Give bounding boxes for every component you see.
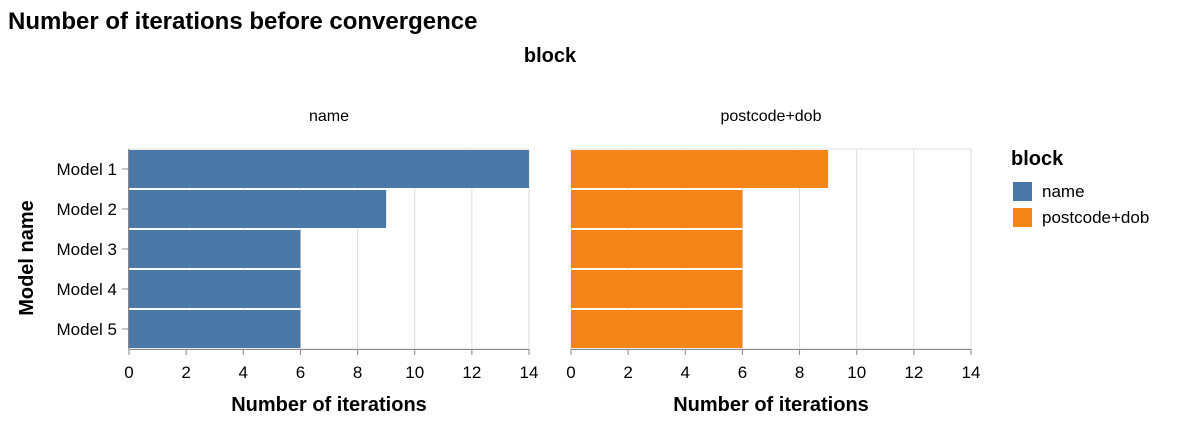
x-tick-label: 10 (405, 363, 424, 382)
chart-title: Number of iterations before convergence (8, 8, 477, 35)
x-tick-label: 12 (462, 363, 481, 382)
legend-label: postcode+dob (1042, 208, 1149, 227)
bar (571, 230, 743, 268)
x-tick-label: 8 (795, 363, 804, 382)
facet-label: postcode+dob (721, 108, 822, 125)
y-tick-label: Model 3 (57, 240, 117, 259)
facet-panels: name 0 2 4 6 8 10 12 14 Number of iterations Model… (57, 108, 981, 416)
bar (129, 270, 301, 308)
facet-label: name (309, 108, 349, 125)
x-tick-label: 8 (353, 363, 362, 382)
x-tick-label: 2 (181, 363, 190, 382)
bar (129, 230, 301, 268)
x-tick-label: 14 (962, 363, 981, 382)
x-tick-label: 0 (566, 363, 575, 382)
bar (571, 190, 743, 228)
legend: block name postcode+dob (1011, 148, 1149, 227)
x-tick-label: 6 (296, 363, 305, 382)
legend-swatch (1013, 208, 1032, 227)
x-axis-title: Number of iterations (231, 394, 427, 416)
facet-panel-1: postcode+dob 0 2 4 6 8 10 12 14 Number of iterati… (566, 108, 980, 416)
y-tick-label: Model 1 (57, 160, 117, 179)
x-axis-title: Number of iterations (673, 394, 869, 416)
bar (129, 310, 301, 348)
y-axis-title: Model name (16, 200, 38, 316)
legend-label: name (1042, 182, 1085, 201)
x-tick-label: 12 (904, 363, 923, 382)
x-tick-label: 14 (520, 363, 539, 382)
x-tick-label: 2 (623, 363, 632, 382)
y-tick-label: Model 2 (57, 200, 117, 219)
x-tick-label: 6 (738, 363, 747, 382)
y-tick-label: Model 5 (57, 320, 117, 339)
bar (571, 310, 743, 348)
bar (129, 150, 529, 188)
bar (129, 190, 387, 228)
x-tick-label: 0 (124, 363, 133, 382)
bar (571, 150, 829, 188)
y-tick-label: Model 4 (57, 280, 117, 299)
facet-panel-0: name 0 2 4 6 8 10 12 14 Number of iterations Model… (57, 108, 539, 416)
x-tick-label: 4 (681, 363, 690, 382)
x-tick-label: 10 (847, 363, 866, 382)
bar (571, 270, 743, 308)
legend-swatch (1013, 182, 1032, 201)
x-tick-label: 4 (239, 363, 248, 382)
legend-title: block (1011, 148, 1064, 170)
facet-header-title: block (524, 45, 577, 67)
